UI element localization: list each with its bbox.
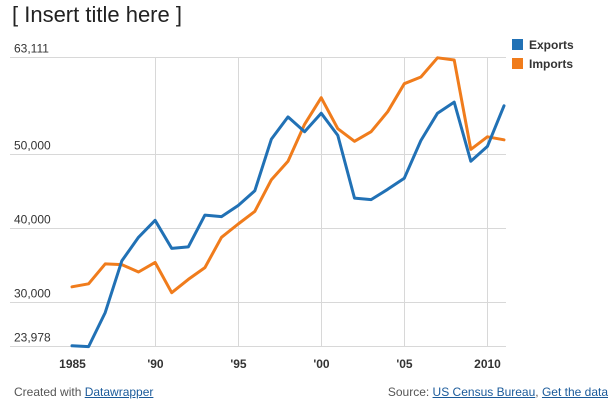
x-tick-label: '05 xyxy=(396,357,413,371)
y-tick-label: 63,111 xyxy=(14,42,49,56)
x-gridlines xyxy=(155,57,488,346)
series-lines xyxy=(70,56,506,349)
exports-swatch-icon xyxy=(512,39,523,50)
credit-line: Created with Datawrapper xyxy=(14,385,153,399)
x-tick-label: '00 xyxy=(313,357,330,371)
source-separator: , xyxy=(535,385,542,399)
x-tick-label: '90 xyxy=(147,357,164,371)
legend-label-imports: Imports xyxy=(529,56,574,71)
y-tick-label: 23,978 xyxy=(14,331,51,345)
legend-item-exports[interactable]: Exports xyxy=(512,35,574,54)
y-gridlines xyxy=(10,57,506,347)
legend-label-exports: Exports xyxy=(529,37,574,52)
series-line-exports xyxy=(70,100,506,349)
x-tick-label: 2010 xyxy=(474,357,501,371)
datawrapper-link[interactable]: Datawrapper xyxy=(84,385,154,399)
y-tick-labels: 63,111 50,000 40,000 30,000 23,978 xyxy=(14,42,51,345)
x-tick-labels: 1985 '90 '95 '00 '05 2010 xyxy=(59,357,501,371)
legend-item-imports[interactable]: Imports xyxy=(512,54,574,73)
imports-swatch-icon xyxy=(512,58,523,69)
chart-title: [ Insert title here ] xyxy=(12,2,182,27)
source-prefix: Source: xyxy=(387,385,433,399)
x-tick-label: 1985 xyxy=(59,357,86,371)
y-tick-label: 40,000 xyxy=(14,213,51,227)
source-line: Source: US Census Bureau, Get the data xyxy=(388,385,608,399)
series-line-imports xyxy=(70,56,506,295)
get-data-link[interactable]: Get the data xyxy=(541,385,608,399)
source-link[interactable]: US Census Bureau xyxy=(432,385,536,399)
y-tick-label: 30,000 xyxy=(14,287,51,301)
credit-prefix: Created with xyxy=(14,385,85,399)
x-tick-label: '95 xyxy=(230,357,247,371)
y-tick-label: 50,000 xyxy=(14,139,51,153)
legend: Exports Imports xyxy=(512,35,574,73)
